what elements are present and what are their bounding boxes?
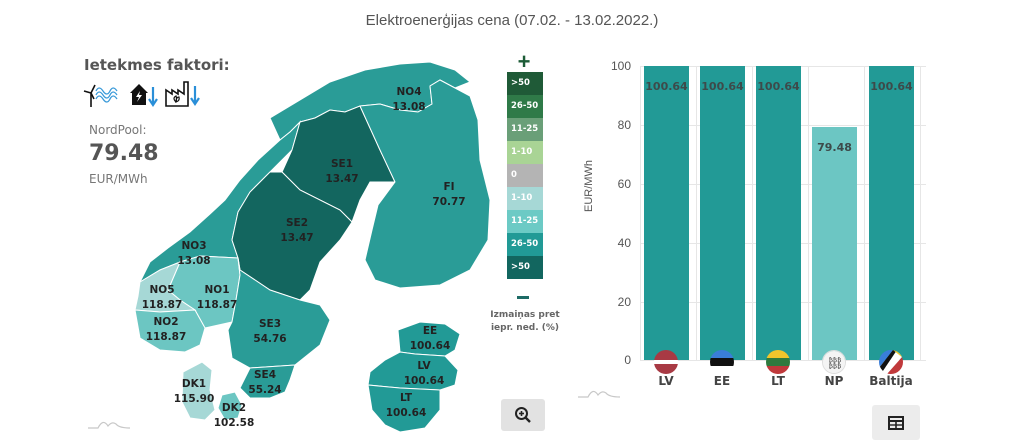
- bar-np[interactable]: 79.48: [812, 127, 857, 360]
- factory-down-icon: [165, 81, 200, 107]
- svg-text:₿₿₿: ₿₿₿: [829, 357, 841, 364]
- bar-lt[interactable]: 100.64: [756, 66, 801, 360]
- bar-lv[interactable]: 100.64: [644, 66, 689, 360]
- estonia-flag-icon: [710, 350, 734, 374]
- factors-title: Ietekmes faktori:: [84, 56, 230, 74]
- latvia-flag-icon: [654, 350, 678, 374]
- gridline: [752, 66, 753, 360]
- y-axis-title: EUR/MWh: [583, 160, 595, 212]
- chart-logo-icon: [578, 390, 621, 398]
- map-label-no4: NO4 13.08: [392, 86, 426, 113]
- map-label-no1: NO1 118.87: [196, 284, 238, 311]
- table-view-button[interactable]: [872, 405, 920, 440]
- legend-item: >50: [507, 72, 543, 95]
- y-tick: 100: [610, 59, 631, 73]
- nordpool-label: NordPool:: [89, 123, 147, 137]
- legend-item: >50: [507, 256, 543, 279]
- nordpool-value: 79.48: [89, 141, 159, 166]
- bar-value-label: 100.64: [645, 80, 688, 93]
- map-label-ee: EE 100.64: [409, 325, 451, 352]
- map-label-se2: SE2 13.47: [280, 217, 314, 244]
- legend-item: 26-50: [507, 233, 543, 256]
- chart-logo-icon: [88, 421, 131, 429]
- factor-icons: [82, 80, 200, 108]
- legend-item: 11-25: [507, 210, 543, 233]
- legend-item: 11-25: [507, 118, 543, 141]
- legend-item: 26-50: [507, 95, 543, 118]
- map-label-no3: NO3 13.08: [177, 240, 211, 267]
- map-region-no5[interactable]: [134, 261, 197, 313]
- x-label-lt: LT: [771, 374, 785, 388]
- gridline: [864, 66, 865, 360]
- bar-baltija[interactable]: 100.64: [869, 66, 914, 360]
- wind-water-icon: [83, 84, 118, 107]
- legend-caption: Izmaiņas pret iepr. ned. (%): [490, 310, 560, 333]
- y-tick: 80: [617, 118, 631, 132]
- x-label-lv: LV: [658, 374, 674, 388]
- legend-minus-icon: [517, 296, 529, 299]
- map-region-no2[interactable]: [134, 309, 206, 353]
- baltic-flag-icon: [879, 350, 903, 374]
- map-region-dk2[interactable]: [217, 391, 243, 421]
- map-label-dk2: DK2 102.58: [213, 402, 255, 429]
- map-label-dk1: DK1 115.90: [173, 378, 215, 405]
- map-label-fi: FI 70.77: [432, 181, 466, 208]
- gridline: [640, 66, 641, 360]
- map-label-lt: LT 100.64: [385, 392, 427, 419]
- lithuania-flag-icon: [766, 350, 790, 374]
- chart-title: Elektroenerģijas cena (07.02. - 13.02.20…: [365, 12, 659, 29]
- map-region-se4[interactable]: [239, 364, 296, 399]
- nordic-map: [134, 61, 491, 433]
- bar-value-label: 100.64: [757, 80, 800, 93]
- x-label-baltija: Baltija: [869, 374, 913, 388]
- zoom-in-button[interactable]: [501, 399, 545, 431]
- map-region-fi[interactable]: [359, 79, 491, 289]
- legend-plus-icon: +: [517, 49, 531, 74]
- svg-text:₿₿₿: ₿₿₿: [829, 363, 841, 370]
- gridline: [920, 66, 921, 360]
- map-label-lv: LV 100.64: [403, 360, 445, 387]
- map-label-no5: NO5 118.87: [141, 284, 183, 311]
- bar-value-label: 79.48: [817, 141, 852, 154]
- y-tick: 40: [617, 236, 631, 250]
- x-label-ee: EE: [713, 374, 731, 388]
- nordpool-flag-icon: ₿₿₿ ₿₿₿: [822, 350, 846, 374]
- legend-item: 1-10: [507, 187, 543, 210]
- table-icon: [888, 415, 904, 430]
- y-tick: 0: [624, 353, 631, 367]
- change-legend: >50 26-50 11-25 1-10 0 1-10 11-25 26-50 …: [507, 72, 543, 279]
- gridline: [696, 66, 697, 360]
- map-label-no2: NO2 118.87: [145, 316, 187, 343]
- map-region-lt[interactable]: [367, 384, 441, 433]
- map-label-se4: SE4 55.24: [248, 369, 282, 396]
- legend-item: 0: [507, 164, 543, 187]
- gridline: [808, 66, 809, 360]
- map-label-se3: SE3 54.76: [253, 318, 287, 345]
- x-label-np: NP: [824, 374, 844, 388]
- nordpool-unit: EUR/MWh: [89, 172, 148, 186]
- zoom-in-icon: [515, 407, 531, 423]
- bar-value-label: 100.64: [701, 80, 744, 93]
- house-energy-down-icon: [130, 84, 158, 107]
- y-tick: 20: [617, 295, 631, 309]
- y-tick: 60: [617, 177, 631, 191]
- map-label-se1: SE1 13.47: [325, 158, 359, 185]
- bar-ee[interactable]: 100.64: [700, 66, 745, 360]
- map-region-dk1[interactable]: [181, 361, 216, 421]
- legend-item: 1-10: [507, 141, 543, 164]
- bar-value-label: 100.64: [870, 80, 913, 93]
